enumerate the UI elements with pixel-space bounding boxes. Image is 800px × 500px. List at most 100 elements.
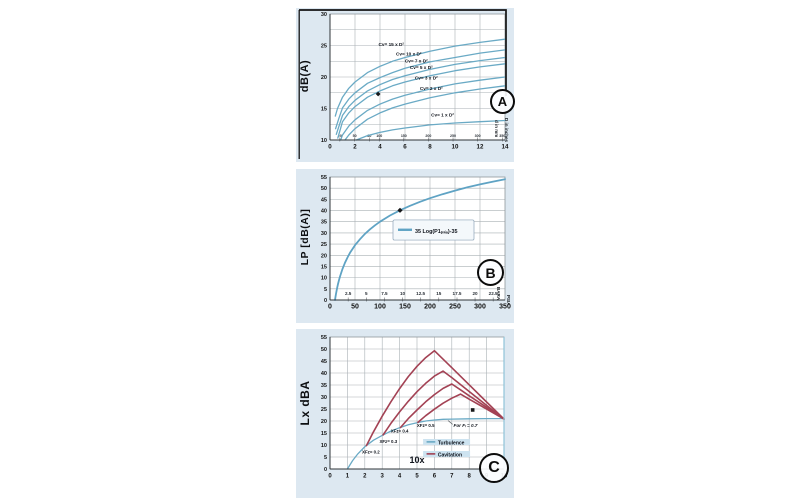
cv-7xD2-curve — [335, 56, 506, 135]
x-tick-label: 4 — [398, 474, 402, 480]
turbulence-cavitation-chart: 0123456789100510152025303540455055Turbul… — [321, 335, 508, 480]
x-tick-label: 2 — [363, 474, 367, 480]
x-tick-label: 250 — [449, 304, 461, 311]
x-tick-label: 0 — [328, 474, 332, 480]
x-tick-label: 14 — [502, 144, 509, 151]
xfz-0.4-label: XFz= 0.4 — [391, 429, 409, 434]
secondary-axis-tick-label: 20 — [338, 134, 342, 138]
legend-label: 35 Log(P1ₚₛᵢₐ)-35 — [415, 229, 457, 235]
x-tick-label: 3 — [381, 474, 385, 480]
x-tick-label: 8 — [468, 474, 472, 480]
y-tick-label: 15 — [321, 264, 327, 270]
x-tick-label: 150 — [399, 304, 411, 311]
unit-axis-caption: D in inches — [504, 118, 509, 143]
x-tick-label: 350 — [499, 304, 511, 311]
cv-5xD2-curve — [337, 63, 506, 139]
cv-2xD2-curve — [344, 85, 506, 141]
lp-35log-curve-curve — [334, 178, 506, 301]
curve-label-cv15: Cv= 15 x D² — [379, 42, 405, 47]
y-tick-label: 30 — [321, 395, 327, 401]
cavitation-xfz-0.4-curve — [399, 383, 505, 429]
curve-label-cv10: Cv= 10 x D² — [396, 52, 422, 57]
y-tick-label: 55 — [321, 175, 327, 181]
legend-pill — [423, 439, 471, 445]
y-tick-label: 35 — [321, 220, 327, 226]
xfz-0.3-label: XFz= 0.3 — [379, 439, 397, 444]
y-tick-label: 10 — [321, 443, 327, 449]
y-tick-label: 40 — [321, 209, 327, 215]
y-tick-label: 10 — [321, 138, 327, 144]
chart-panel-b: 2.5 5 7.5 10 12.5 15 17.5 20 22.5 0 50 100 150 200 250… — [296, 169, 514, 323]
curve-label-cv1: Cv= 1 x D² — [431, 113, 454, 118]
cavitation-xfz-0.3-curve — [382, 370, 505, 436]
secondary-axis-tick-label: 2.5 — [345, 291, 352, 296]
secondary-axis-tick-label: 200 — [425, 134, 431, 138]
secondary-axis-tick-label: 15 — [436, 291, 442, 296]
cavitation-xfz-0.2-curve — [365, 349, 505, 447]
y-tick-label: 45 — [321, 197, 327, 203]
x-tick-label: 6 — [403, 144, 407, 151]
x-tick-label: 100 — [374, 304, 386, 311]
y-tick-label: 45 — [321, 359, 327, 365]
x-tick-label: 0 — [328, 304, 332, 311]
secondary-axis-tick-label: 22.5 — [489, 291, 498, 296]
x-axis-title: 10x — [409, 455, 424, 465]
secondary-axis-tick-label: 7.5 — [381, 291, 388, 296]
chart-panel-c: 0123456789100510152025303540455055Turbul… — [296, 329, 514, 498]
x-tick-label: 300 — [474, 304, 486, 311]
x-tick-label: 12 — [477, 144, 484, 151]
corner-bracket — [299, 9, 507, 96]
y-tick-label: 35 — [321, 383, 327, 389]
data-point-marker — [397, 207, 403, 213]
y-tick-label: 10 — [321, 276, 327, 282]
cv-3xD2-curve — [339, 76, 506, 141]
legend-label: Cavitation — [438, 452, 462, 458]
secondary-axis-tick-label: 300 — [475, 134, 481, 138]
chart-panel-a: 20 50 80 100 150 200 250 300 350 0 2 4 6 8 10 12 14 10 15 2… — [296, 8, 515, 162]
panel-b-badge: B — [477, 259, 504, 286]
y-tick-label: 0 — [324, 298, 327, 304]
y-tick-label: 0 — [324, 467, 327, 473]
panel-c-badge: C — [479, 453, 509, 483]
secondary-axis-tick-label: 20 — [472, 291, 478, 296]
x-tick-label: 4 — [378, 144, 382, 151]
y-tick-label: 25 — [321, 407, 327, 413]
y-tick-label: 5 — [324, 455, 327, 461]
y-tick-label: 25 — [321, 44, 327, 50]
x-tick-label: 6 — [433, 474, 437, 480]
cv-1xD2-curve — [355, 119, 506, 141]
xfz-0.2-label: XFz= 0.2 — [362, 450, 380, 455]
secondary-axis-tick-label: 12.5 — [416, 291, 425, 296]
legend-box — [392, 219, 475, 241]
turbulence-curve — [346, 417, 505, 470]
y-tick-label: 50 — [321, 347, 327, 353]
y-tick-label: 15 — [321, 431, 327, 437]
x-tick-label: 10 — [452, 144, 459, 151]
curve-label-cv5: Cv= 5 x D² — [410, 65, 433, 70]
x-tick-label: 8 — [428, 144, 432, 151]
curve-label-cv2: Cv= 2 x D² — [420, 86, 443, 91]
y-tick-label: 50 — [321, 186, 327, 192]
y-tick-label: 30 — [321, 12, 327, 18]
annotation-line — [447, 420, 453, 425]
cv-10xD2-curve — [334, 49, 506, 130]
y-tick-label: 20 — [321, 75, 327, 81]
curve-label-cv7: Cv= 7 x D² — [405, 59, 428, 64]
secondary-axis-tick-label: 5 — [365, 291, 368, 296]
secondary-axis-tick-label: 150 — [401, 134, 407, 138]
y-tick-label: 15 — [321, 107, 327, 113]
secondary-axis-tick-label: 250 — [450, 134, 456, 138]
y-tick-label: 20 — [321, 419, 327, 425]
y-tick-label: 25 — [321, 242, 327, 248]
secondary-axis-tick-label: 100 — [376, 134, 382, 138]
x-tick-label: 2 — [353, 144, 357, 151]
y-tick-label: 30 — [321, 231, 327, 237]
valve-noise-vs-diameter-chart: 20 50 80 100 150 200 250 300 350 0 2 4 6 8 10 12 14 10 15 2… — [298, 9, 509, 159]
secondary-axis-tick-label: 80 — [367, 134, 371, 138]
legend-pill — [423, 451, 471, 457]
unit-axis-caption: PSIA — [506, 295, 511, 306]
x-tick-label: 0 — [328, 144, 332, 151]
panel-a-badge: A — [490, 89, 515, 114]
cavitation-xfz-0.5-curve — [417, 393, 505, 424]
